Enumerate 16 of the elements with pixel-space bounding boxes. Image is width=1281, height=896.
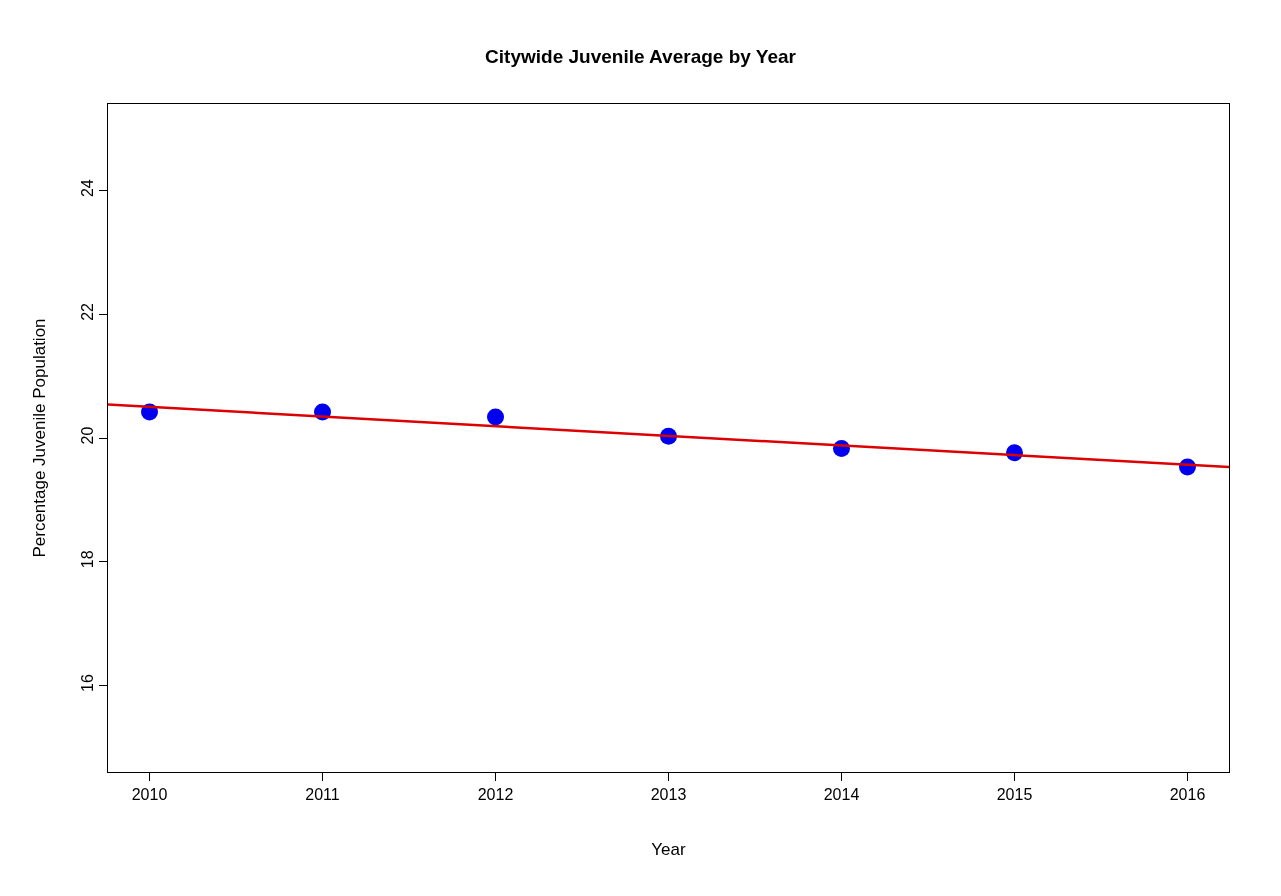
x-tick-label: 2013 <box>650 786 687 804</box>
x-tick-label: 2014 <box>823 786 860 804</box>
y-tick-label: 16 <box>78 674 96 692</box>
y-tick-label: 18 <box>78 550 96 569</box>
y-tick-label: 20 <box>78 426 96 445</box>
x-tick-label: 2016 <box>1169 786 1206 804</box>
y-axis-title: Percentage Juvenile Population <box>30 318 50 558</box>
x-tick-label: 2010 <box>131 786 168 804</box>
x-tick-label: 2011 <box>305 786 340 804</box>
x-tick-label: 2015 <box>996 786 1033 804</box>
point <box>487 408 505 426</box>
y-tick-label: 24 <box>78 179 96 198</box>
chart-title: Citywide Juvenile Average by Year <box>485 45 797 67</box>
x-axis-title: Year <box>651 839 687 859</box>
x-tick-label: 2012 <box>477 786 514 804</box>
y-tick-label: 22 <box>78 302 96 321</box>
